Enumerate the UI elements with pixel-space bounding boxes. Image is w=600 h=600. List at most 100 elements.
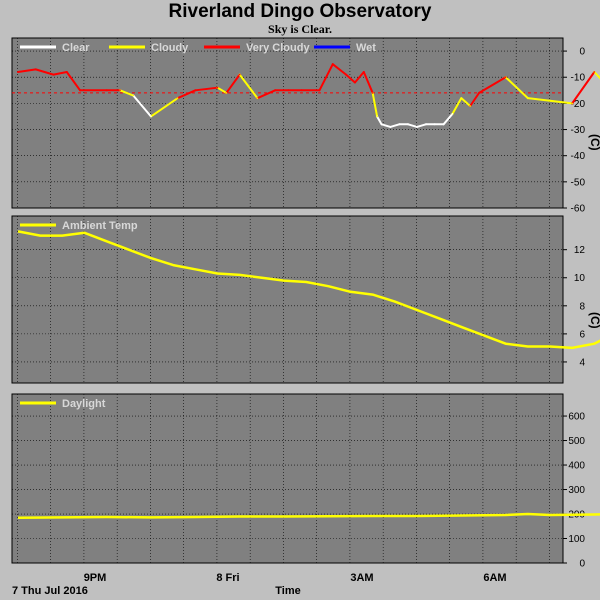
legend-label: Very Cloudy <box>246 42 310 54</box>
sky-temp-point <box>469 105 472 107</box>
sky-temp-segment <box>216 86 228 94</box>
sky-temp-segment <box>371 91 379 118</box>
page-title: Riverland Dingo Observatory <box>168 1 432 22</box>
sky-temp-point <box>376 115 378 118</box>
sky-temp-point <box>354 81 356 84</box>
sky-temp-point <box>433 123 436 126</box>
sky-temp-point <box>79 89 81 92</box>
sky-temp-segment <box>52 71 68 76</box>
sky-temp-segment <box>469 91 481 107</box>
sky-temp-segment <box>549 99 574 105</box>
sky-temp-segment <box>118 89 135 97</box>
y-tick-label: 600 <box>568 412 585 423</box>
sky-temp-point <box>256 97 259 99</box>
sky-temp-point <box>380 123 383 126</box>
sky-temp-segment <box>571 71 596 105</box>
y-tick-label: -10 <box>571 73 586 84</box>
sky-temp-segment <box>460 97 472 107</box>
ambient-series-line <box>17 230 600 350</box>
y-tick-label: 500 <box>568 436 585 447</box>
y-tick-label: -60 <box>571 204 586 215</box>
chart-panel-ambient: 4 6 8 10 12 (C) Ambient Temp <box>11 215 600 384</box>
y-tick-label: -30 <box>571 125 586 136</box>
sky-temp-point <box>65 71 68 73</box>
sky-temp-segment <box>256 89 277 100</box>
sky-temp-point <box>194 89 197 92</box>
sky-temp-segment <box>132 94 152 118</box>
y-tick-label: 400 <box>568 461 585 472</box>
daylight-series-line <box>17 512 600 519</box>
sky-temp-segment <box>380 123 392 128</box>
sky-temp-point <box>451 113 454 115</box>
sky-temp-point <box>17 71 19 73</box>
sky-temp-segment <box>318 63 334 92</box>
sky-temp-point <box>34 68 37 71</box>
sky-temp-segment <box>176 89 197 100</box>
sky-temp-segment <box>416 123 427 128</box>
sky-temp-point <box>225 92 228 94</box>
sky-temp-segment <box>353 71 365 84</box>
y-tick-label: 10 <box>574 273 586 284</box>
x-axis-label: Time <box>275 585 300 597</box>
sky-temp-segment <box>362 71 374 94</box>
sky-temp-point <box>331 63 334 65</box>
sky-temp-point <box>287 89 290 92</box>
y-axis-unit: (C) <box>588 134 600 151</box>
sky-temp-segment <box>17 68 37 73</box>
sky-temp-segment <box>238 73 259 100</box>
sky-temp-segment <box>478 76 507 94</box>
legend-label: Wet <box>356 42 376 54</box>
sky-temp-point <box>176 97 179 99</box>
y-axis-unit: (C) <box>588 312 600 329</box>
y-tick-label: 0 <box>579 47 585 58</box>
sky-temp-segment <box>345 73 356 84</box>
sky-temp-segment <box>150 97 179 118</box>
sky-temp-segment <box>65 71 82 92</box>
sky-temp-segment <box>407 123 418 128</box>
chart-panel-sky: 0 -10 -20 -30 -40 -50 -60 (C) Clear Cloudy Very Cl… <box>11 37 600 215</box>
y-tick-label: -40 <box>571 151 586 162</box>
sky-temp-point <box>216 86 219 89</box>
sky-temp-point <box>398 123 401 126</box>
sky-status: Sky is Clear. <box>268 22 332 36</box>
sky-temp-segment <box>593 71 600 80</box>
sky-temp-segment <box>526 97 551 102</box>
sky-temp-point <box>460 97 463 99</box>
sky-temp-point <box>504 76 507 79</box>
sky-temp-point <box>52 73 55 76</box>
sky-temp-segment <box>376 115 383 126</box>
legend-label: Cloudy <box>151 42 189 54</box>
y-tick-label: 6 <box>579 329 585 340</box>
sky-temp-point <box>274 89 276 92</box>
x-tick-label: 6AM <box>483 572 506 584</box>
legend-label: Clear <box>62 42 90 54</box>
y-tick-label: 8 <box>579 301 585 312</box>
sky-temp-point <box>345 73 347 76</box>
sky-temp-segment <box>225 73 241 94</box>
sky-temp-segment <box>194 86 219 92</box>
sky-temp-point <box>571 102 573 105</box>
sky-temp-segment <box>451 97 463 115</box>
panel-background <box>11 37 564 209</box>
sky-temp-point <box>416 126 418 128</box>
sky-temp-point <box>442 123 445 126</box>
sky-temp-point <box>549 99 551 102</box>
x-tick-label: 9PM <box>84 572 107 584</box>
y-tick-label: 100 <box>568 534 585 545</box>
sky-temp-point <box>119 89 121 92</box>
legend-label: Daylight <box>62 398 106 410</box>
y-tick-label: -20 <box>571 99 586 110</box>
sky-temp-point <box>371 92 374 94</box>
sky-temp-point <box>593 71 596 73</box>
x-tick-label: 3AM <box>350 572 373 584</box>
panel-background <box>11 215 564 384</box>
sky-temp-point <box>407 123 409 126</box>
y-tick-label: 4 <box>579 357 585 368</box>
x-axis-start-date: 7 Thu Jul 2016 <box>12 585 88 597</box>
sky-temp-point <box>363 71 365 73</box>
sky-temp-point <box>527 97 529 99</box>
sky-temp-point <box>105 89 108 92</box>
sky-temp-segment <box>442 112 454 126</box>
